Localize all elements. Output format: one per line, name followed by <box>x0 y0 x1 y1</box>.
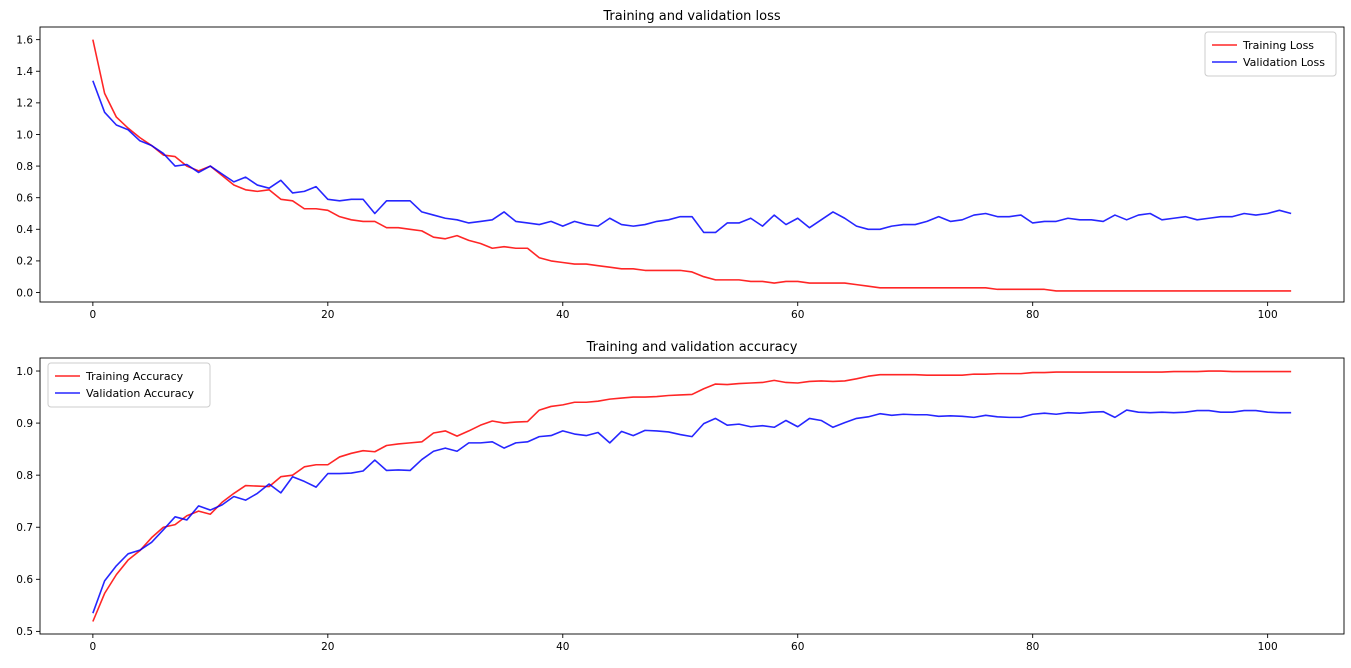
chart-accuracy: Training and validation accuracy 0 20 40 60 8… <box>16 340 1345 653</box>
y-tick-label: 0.8 <box>16 470 33 482</box>
y-tick-label: 0.5 <box>16 626 33 638</box>
y-tick-label: 1.4 <box>16 66 33 78</box>
x-tick-label: 20 <box>321 641 334 653</box>
series-line-validation-loss <box>92 80 1292 234</box>
series-line-training-loss <box>92 39 1292 292</box>
x-tick-label: 80 <box>1026 309 1039 321</box>
y-tick-label: 0.6 <box>16 574 33 586</box>
x-tick-label: 100 <box>1258 309 1278 321</box>
legend-label: Validation Loss <box>1243 56 1325 69</box>
x-tick-label: 40 <box>556 641 569 653</box>
series-line-training-accuracy <box>92 370 1292 622</box>
axes-frame <box>39 357 1345 635</box>
y-tick-label: 1.2 <box>16 98 33 110</box>
x-tick-label: 0 <box>90 309 97 321</box>
x-tick-label: 80 <box>1026 641 1039 653</box>
legend-box <box>47 362 211 408</box>
series-line-validation-accuracy <box>92 409 1292 614</box>
legend: Training Loss Validation Loss <box>1204 31 1337 77</box>
y-tick-label: 0.7 <box>16 522 33 534</box>
legend-box <box>1204 31 1337 77</box>
y-tick-label: 0.8 <box>16 161 33 173</box>
y-tick-label: 0.4 <box>16 224 33 236</box>
x-tick-label: 60 <box>791 641 804 653</box>
y-tick-label: 0.9 <box>16 418 33 430</box>
chart-title: Training and validation loss <box>602 9 780 24</box>
x-tick-label: 40 <box>556 309 569 321</box>
x-tick-label: 60 <box>791 309 804 321</box>
x-tick-label: 20 <box>321 309 334 321</box>
y-tick-label: 0.2 <box>16 256 33 268</box>
chart-loss: Training and validation loss 0 20 40 60 80 100… <box>16 9 1345 321</box>
y-tick-label: 1.0 <box>16 129 33 141</box>
y-tick-label: 0.0 <box>16 287 33 299</box>
y-tick-label: 1.6 <box>16 34 33 46</box>
chart-title: Training and validation accuracy <box>586 340 798 355</box>
x-tick-label: 100 <box>1258 641 1278 653</box>
legend-label: Validation Accuracy <box>86 387 195 400</box>
x-tick-label: 0 <box>90 641 97 653</box>
axes-frame <box>39 26 1345 303</box>
legend-label: Training Loss <box>1242 39 1314 52</box>
legend: Training Accuracy Validation Accuracy <box>47 362 211 408</box>
y-tick-label: 0.6 <box>16 192 33 204</box>
legend-label: Training Accuracy <box>85 370 184 383</box>
y-tick-label: 1.0 <box>16 366 33 378</box>
